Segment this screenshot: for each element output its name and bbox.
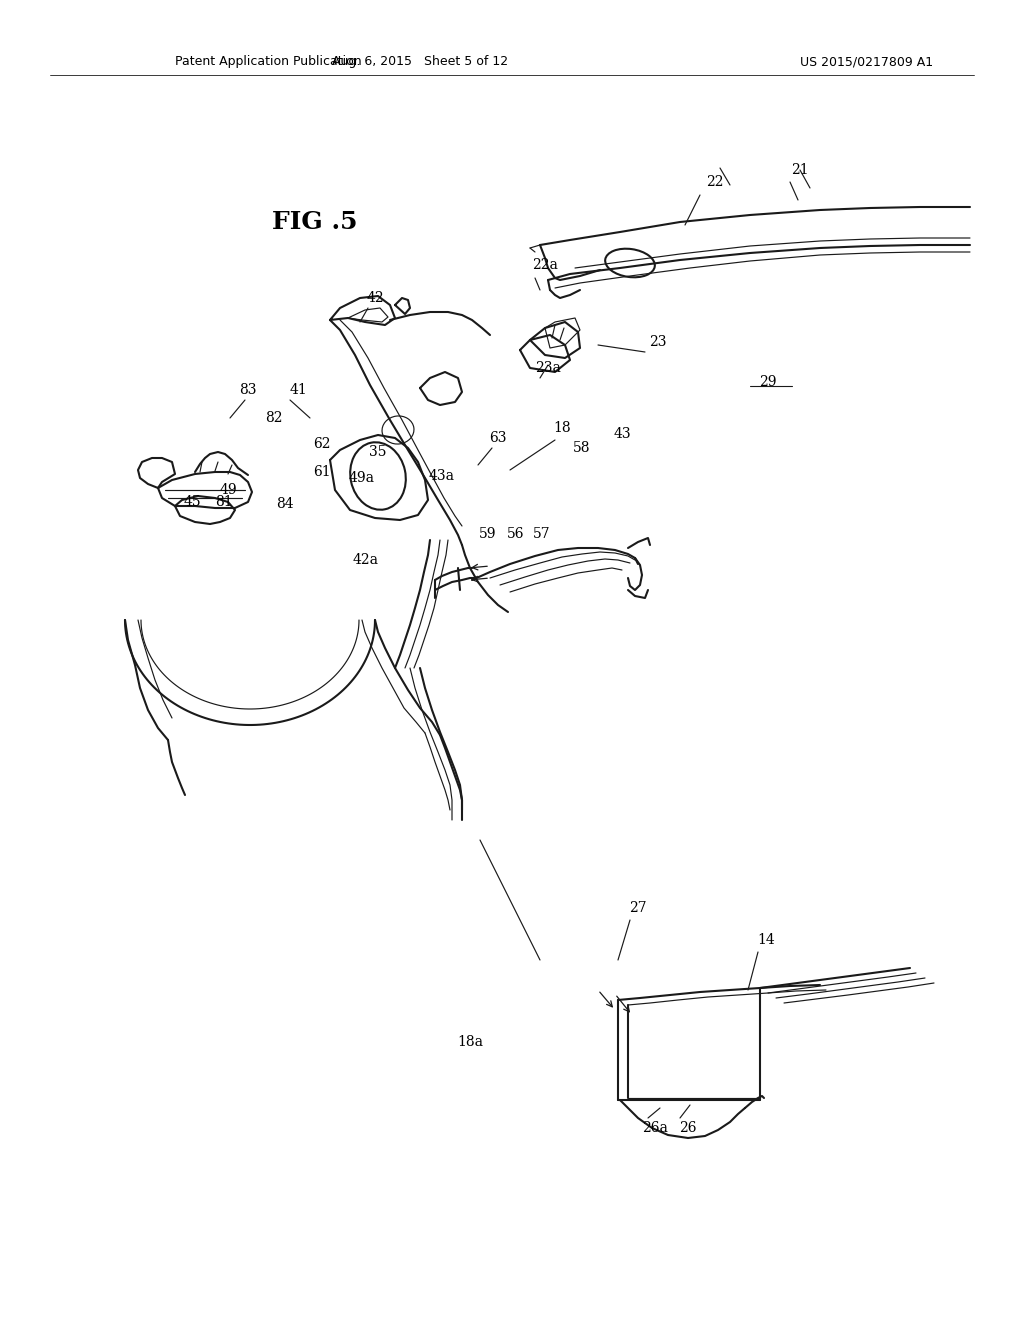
Text: 23: 23: [649, 335, 667, 348]
Text: Patent Application Publication: Patent Application Publication: [175, 55, 361, 69]
Text: 81: 81: [215, 495, 232, 510]
Text: 58: 58: [573, 441, 591, 455]
Text: 18a: 18a: [457, 1035, 483, 1049]
Text: 49a: 49a: [349, 471, 375, 484]
Text: 42: 42: [367, 290, 384, 305]
Text: 35: 35: [370, 445, 387, 459]
Text: 43: 43: [613, 426, 631, 441]
Text: FIG .5: FIG .5: [272, 210, 357, 234]
Text: 83: 83: [240, 383, 257, 397]
Text: 29: 29: [759, 375, 777, 389]
Text: 27: 27: [629, 902, 647, 915]
Text: 41: 41: [289, 383, 307, 397]
Text: 23a: 23a: [536, 360, 561, 375]
Text: 84: 84: [276, 498, 294, 511]
Text: 18: 18: [553, 421, 570, 436]
Text: US 2015/0217809 A1: US 2015/0217809 A1: [800, 55, 933, 69]
Text: 26: 26: [679, 1121, 696, 1135]
Text: 56: 56: [507, 527, 524, 541]
Text: 22: 22: [707, 176, 724, 189]
Text: 21: 21: [792, 162, 809, 177]
Text: 49: 49: [219, 483, 237, 498]
Text: 43a: 43a: [429, 469, 455, 483]
Text: 22a: 22a: [532, 257, 558, 272]
Text: 63: 63: [489, 432, 507, 445]
Text: 45: 45: [183, 495, 201, 510]
Text: 59: 59: [479, 527, 497, 541]
Text: Aug. 6, 2015   Sheet 5 of 12: Aug. 6, 2015 Sheet 5 of 12: [332, 55, 508, 69]
Text: 82: 82: [265, 411, 283, 425]
Text: 62: 62: [313, 437, 331, 451]
Text: 14: 14: [757, 933, 775, 946]
Text: 42a: 42a: [353, 553, 379, 568]
Text: 26a: 26a: [642, 1121, 668, 1135]
Text: 61: 61: [313, 465, 331, 479]
Text: 57: 57: [534, 527, 551, 541]
